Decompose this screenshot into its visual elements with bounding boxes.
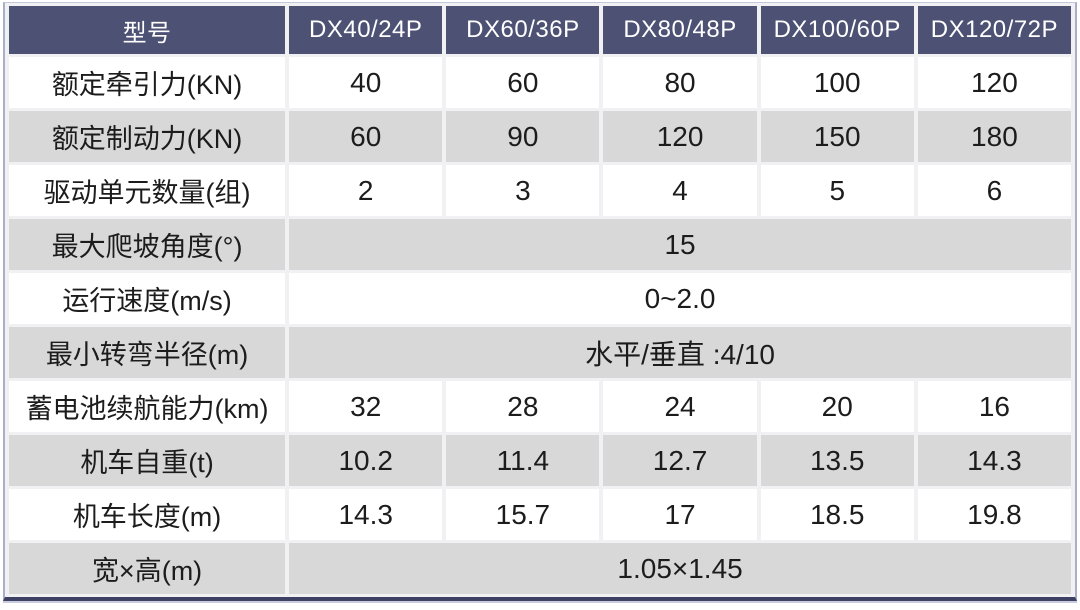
- table-row: 最小转弯半径(m) 水平/垂直 :4/10: [9, 327, 1071, 378]
- value-cell: 13.5: [760, 435, 914, 486]
- value-cell: 10.2: [289, 435, 443, 486]
- value-cell: 32: [289, 381, 443, 432]
- value-cell: 80: [603, 57, 757, 108]
- spec-table-wrapper: 型号 DX40/24P DX60/36P DX80/48P DX100/60P DX12…: [3, 2, 1077, 601]
- value-cell: 17: [603, 489, 757, 540]
- row-label-cell: 宽×高(m): [9, 543, 286, 594]
- value-cell: 3: [446, 165, 600, 216]
- column-header-cell: DX60/36P: [446, 6, 600, 54]
- value-cell: 60: [289, 111, 443, 162]
- merged-value-cell: 水平/垂直 :4/10: [289, 327, 1071, 378]
- value-cell: 14.3: [917, 435, 1071, 486]
- value-cell: 100: [760, 57, 914, 108]
- row-label-cell: 蓄电池续航能力(km): [9, 381, 286, 432]
- value-cell: 15.7: [446, 489, 600, 540]
- merged-value-cell: 1.05×1.45: [289, 543, 1071, 594]
- table-row: 额定制动力(KN) 60 90 120 150 180: [9, 111, 1071, 162]
- value-cell: 180: [917, 111, 1071, 162]
- column-header-cell: DX100/60P: [760, 6, 914, 54]
- value-cell: 60: [446, 57, 600, 108]
- table-row: 驱动单元数量(组) 2 3 4 5 6: [9, 165, 1071, 216]
- value-cell: 11.4: [446, 435, 600, 486]
- value-cell: 6: [917, 165, 1071, 216]
- row-label-cell: 额定牵引力(KN): [9, 57, 286, 108]
- value-cell: 120: [603, 111, 757, 162]
- table-row: 最大爬坡角度(°) 15: [9, 219, 1071, 270]
- value-cell: 20: [760, 381, 914, 432]
- row-label-cell: 运行速度(m/s): [9, 273, 286, 324]
- header-row: 型号 DX40/24P DX60/36P DX80/48P DX100/60P DX12…: [9, 6, 1071, 54]
- column-header-cell: DX120/72P: [917, 6, 1071, 54]
- merged-value-cell: 15: [289, 219, 1071, 270]
- spec-table: 型号 DX40/24P DX60/36P DX80/48P DX100/60P DX12…: [5, 3, 1075, 597]
- row-label-cell: 驱动单元数量(组): [9, 165, 286, 216]
- value-cell: 120: [917, 57, 1071, 108]
- column-header-cell: DX40/24P: [289, 6, 443, 54]
- row-label-cell: 额定制动力(KN): [9, 111, 286, 162]
- value-cell: 18.5: [760, 489, 914, 540]
- table-row: 额定牵引力(KN) 40 60 80 100 120: [9, 57, 1071, 108]
- row-label-cell: 最大爬坡角度(°): [9, 219, 286, 270]
- value-cell: 16: [917, 381, 1071, 432]
- value-cell: 5: [760, 165, 914, 216]
- table-row: 宽×高(m) 1.05×1.45: [9, 543, 1071, 594]
- value-cell: 150: [760, 111, 914, 162]
- value-cell: 40: [289, 57, 443, 108]
- table-row: 运行速度(m/s) 0~2.0: [9, 273, 1071, 324]
- value-cell: 19.8: [917, 489, 1071, 540]
- table-header: 型号 DX40/24P DX60/36P DX80/48P DX100/60P DX12…: [9, 6, 1071, 54]
- row-label-cell: 机车长度(m): [9, 489, 286, 540]
- value-cell: 12.7: [603, 435, 757, 486]
- row-label-cell: 最小转弯半径(m): [9, 327, 286, 378]
- table-row: 机车长度(m) 14.3 15.7 17 18.5 19.8: [9, 489, 1071, 540]
- value-cell: 24: [603, 381, 757, 432]
- value-cell: 14.3: [289, 489, 443, 540]
- value-cell: 90: [446, 111, 600, 162]
- model-header-cell: 型号: [9, 6, 286, 54]
- table-body: 额定牵引力(KN) 40 60 80 100 120 额定制动力(KN) 60 90 120 150…: [9, 57, 1071, 594]
- table-row: 机车自重(t) 10.2 11.4 12.7 13.5 14.3: [9, 435, 1071, 486]
- value-cell: 4: [603, 165, 757, 216]
- value-cell: 2: [289, 165, 443, 216]
- table-row: 蓄电池续航能力(km) 32 28 24 20 16: [9, 381, 1071, 432]
- merged-value-cell: 0~2.0: [289, 273, 1071, 324]
- column-header-cell: DX80/48P: [603, 6, 757, 54]
- value-cell: 28: [446, 381, 600, 432]
- row-label-cell: 机车自重(t): [9, 435, 286, 486]
